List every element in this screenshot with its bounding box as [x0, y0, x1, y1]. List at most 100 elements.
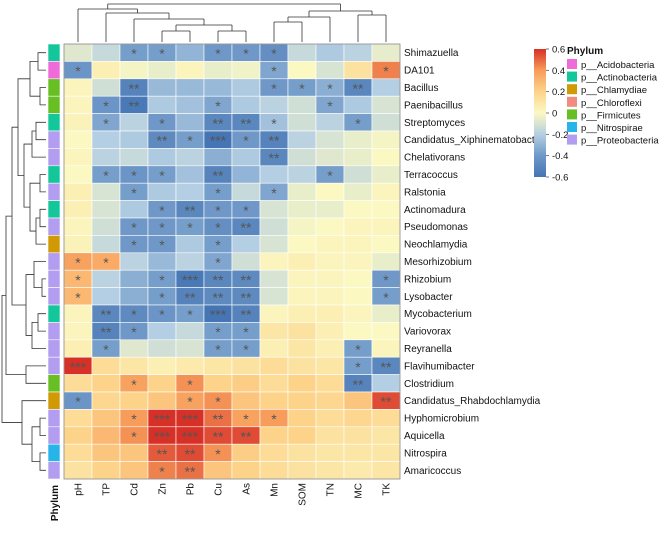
significance-mark: *	[131, 46, 137, 62]
column-label: MC	[354, 483, 365, 499]
dendrogram-branch	[37, 313, 46, 332]
significance-mark: *	[215, 394, 221, 410]
legend-swatch	[567, 122, 577, 132]
dendrogram-branch	[29, 61, 40, 97]
dendrogram-branch	[5, 215, 26, 375]
row-label: Nitrospira	[404, 448, 447, 459]
heatmap-cell	[315, 356, 345, 375]
significance-marks: * * * * ** * *** * * * *** ** * ** * ** ** * *** * *** * *****…	[70, 46, 392, 480]
phylum-annotation-cell	[47, 182, 61, 201]
heatmap-cell	[315, 409, 345, 428]
legend-swatch	[567, 71, 577, 82]
dendrogram-branch	[33, 261, 46, 288]
heatmap-cell	[119, 269, 149, 288]
row-label: Candidatus_Xiphinematobacter	[404, 135, 544, 146]
row-label: Chelativorans	[404, 153, 465, 164]
significance-mark: **	[241, 220, 252, 236]
colorbar-tick-label: 0	[552, 109, 557, 120]
significance-mark: *	[75, 255, 81, 271]
heatmap-cell	[119, 130, 149, 149]
phylum-annotation-cell	[47, 391, 61, 410]
significance-mark: ***	[182, 272, 199, 288]
significance-mark: **	[353, 376, 364, 392]
heatmap-cell	[287, 391, 317, 410]
significance-mark: *	[159, 237, 165, 253]
phylum-annotation-cell	[47, 130, 61, 149]
significance-mark: *	[355, 359, 361, 375]
dendrogram-branch	[39, 174, 46, 193]
significance-mark: *	[271, 115, 277, 131]
heatmap-cell	[315, 252, 345, 271]
heatmap-cell	[371, 217, 401, 236]
significance-mark: *	[187, 394, 193, 410]
heatmap-cell	[287, 374, 317, 393]
heatmap-cell	[175, 235, 205, 254]
heatmap-cell	[175, 322, 205, 341]
heatmap-cell	[287, 165, 317, 184]
row-label: Terracoccus	[404, 170, 458, 181]
heatmap-cell	[231, 78, 261, 97]
heatmap-cell	[203, 148, 233, 167]
heatmap-cell	[287, 130, 317, 149]
heatmap-cell	[287, 426, 317, 445]
heatmap-cell	[259, 391, 289, 410]
heatmap-cell	[287, 61, 317, 80]
colorbar-tick-label: 0.2	[552, 87, 565, 98]
legend-title: Phylum	[567, 46, 603, 57]
significance-mark: *	[215, 185, 221, 201]
heatmap-cell	[259, 200, 289, 219]
heatmap-cell	[203, 461, 233, 480]
heatmap-cell	[287, 287, 317, 306]
heatmap-cell	[147, 356, 177, 375]
heatmap-cell	[287, 200, 317, 219]
row-label: Lysobacter	[404, 292, 453, 303]
heatmap-cell	[315, 235, 345, 254]
row-label: Ralstonia	[404, 187, 446, 198]
significance-mark: *	[243, 202, 249, 218]
significance-mark: *	[327, 81, 333, 97]
significance-mark: **	[269, 150, 280, 166]
heatmap-cell	[119, 61, 149, 80]
row-label: Mesorhizobium	[404, 257, 472, 268]
legend-item-label: p__Proteobacteria	[581, 136, 659, 147]
significance-mark: **	[157, 446, 168, 462]
heatmap-cell	[231, 61, 261, 80]
heatmap-cell	[371, 148, 401, 167]
heatmap-cell	[371, 409, 401, 428]
row-label: Variovorax	[404, 327, 451, 338]
dendrogram-branch	[35, 217, 46, 245]
heatmap-cell	[371, 113, 401, 132]
heatmap-cell	[371, 252, 401, 271]
heatmap-cell	[147, 148, 177, 167]
dendrogram-branch	[25, 274, 34, 336]
column-label: Cu	[214, 483, 225, 496]
heatmap-cell	[259, 165, 289, 184]
heatmap-cell	[371, 235, 401, 254]
phylum-annotation-cell	[47, 200, 61, 219]
significance-mark: **	[381, 394, 392, 410]
significance-mark: ***	[70, 359, 87, 375]
heatmap-cell	[315, 287, 345, 306]
significance-mark: **	[129, 98, 140, 114]
heatmap-cell	[315, 43, 345, 62]
row-label: Flavihumibacter	[404, 361, 475, 372]
heatmap-cell	[315, 461, 345, 480]
significance-mark: **	[185, 289, 196, 305]
significance-mark: *	[215, 46, 221, 62]
heatmap-cell	[175, 148, 205, 167]
significance-mark: **	[241, 429, 252, 445]
heatmap-cell	[259, 269, 289, 288]
phylum-annotation-cell	[47, 409, 61, 428]
colorbar-tick-label: 0.6	[552, 45, 565, 56]
phylum-annotation-cell	[47, 217, 61, 236]
heatmap-cell	[315, 148, 345, 167]
significance-mark: *	[215, 237, 221, 253]
significance-mark: **	[101, 307, 112, 323]
significance-mark: *	[159, 168, 165, 184]
heatmap-cell	[63, 200, 93, 219]
heatmap-cell	[231, 461, 261, 480]
heatmap-cell	[287, 43, 317, 62]
heatmap-cell	[343, 287, 373, 306]
heatmap-cell	[343, 269, 373, 288]
phylum-annotation-cell	[47, 95, 61, 114]
